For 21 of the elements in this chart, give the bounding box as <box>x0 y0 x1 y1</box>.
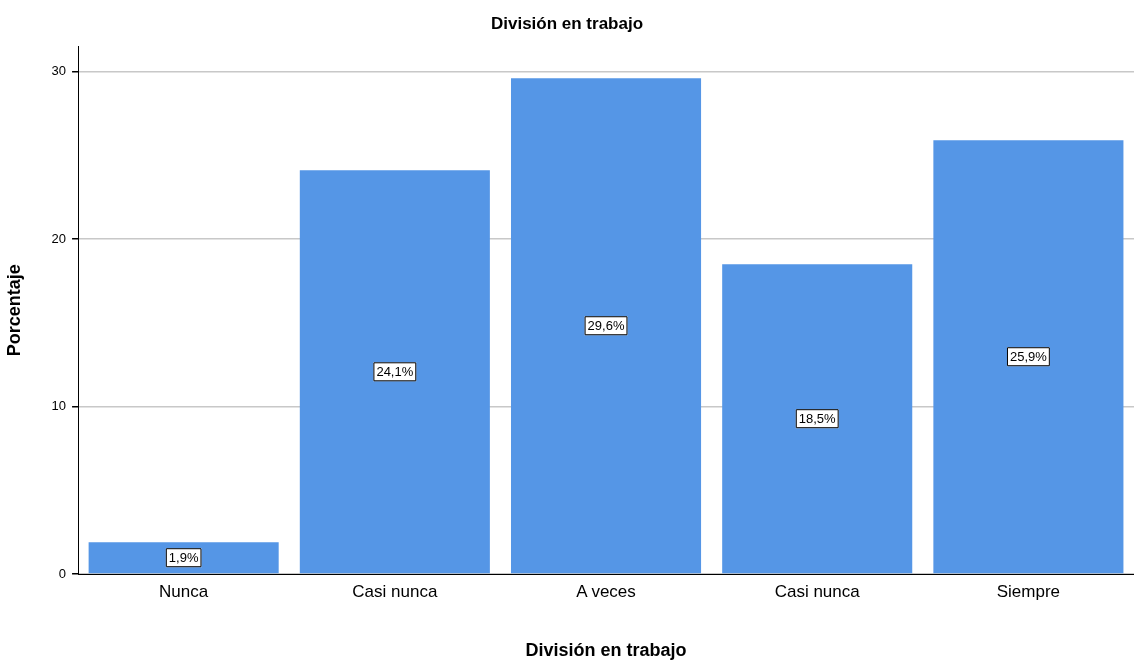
data-label: 1,9% <box>168 550 199 566</box>
y-axis-title: Porcentaje <box>3 264 24 357</box>
bar <box>511 78 702 574</box>
x-tick-label: Casi nunca <box>352 581 438 601</box>
data-label: 24,1% <box>376 364 414 380</box>
data-label: 25,9% <box>1009 349 1048 365</box>
bar <box>933 140 1124 574</box>
x-tick-label: Nunca <box>159 581 209 601</box>
x-tick-label: Siempre <box>996 581 1061 601</box>
y-tick-label: 0 <box>58 565 67 581</box>
data-label: 29,6% <box>587 318 625 334</box>
x-tick-label: Casi nunca <box>774 581 861 601</box>
chart-title: División en trabajo <box>490 13 644 33</box>
data-label: 18,5% <box>798 411 837 427</box>
y-tick-label: 20 <box>51 230 67 246</box>
x-tick-label: A veces <box>576 581 636 601</box>
y-tick-label: 30 <box>51 63 67 79</box>
bar <box>722 264 913 574</box>
bar <box>299 170 490 574</box>
y-tick-label: 10 <box>51 398 67 414</box>
x-axis-title: División en trabajo <box>525 640 687 661</box>
